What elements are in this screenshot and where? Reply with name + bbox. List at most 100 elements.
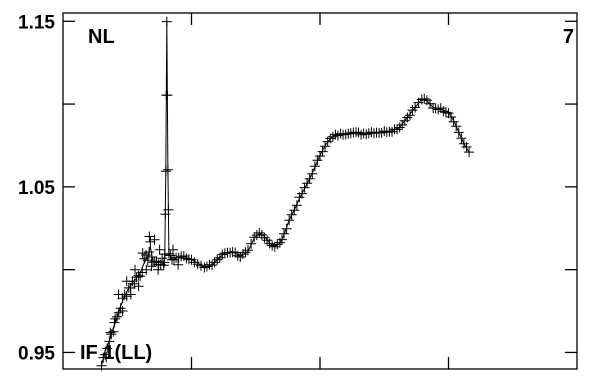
data-point bbox=[115, 303, 126, 314]
data-point bbox=[297, 188, 307, 199]
data-point bbox=[269, 241, 280, 252]
data-point bbox=[333, 130, 343, 141]
data-point bbox=[237, 249, 248, 260]
data-point bbox=[325, 133, 336, 144]
annotation-top-right: 7 bbox=[563, 26, 574, 48]
data-point bbox=[163, 248, 174, 259]
data-point bbox=[133, 281, 144, 292]
data-point bbox=[379, 126, 390, 137]
data-point bbox=[309, 161, 320, 172]
data-point bbox=[317, 146, 328, 157]
data-point bbox=[327, 131, 338, 142]
y-axis-ticks: 0.95 1.05 1.15 bbox=[18, 12, 577, 364]
data-point bbox=[254, 227, 265, 238]
data-point bbox=[402, 112, 413, 123]
data-point bbox=[121, 291, 132, 302]
data-point bbox=[387, 126, 397, 137]
data-point bbox=[130, 264, 140, 275]
data-point bbox=[112, 311, 122, 322]
data-point bbox=[307, 168, 318, 179]
data-point bbox=[105, 327, 116, 338]
data-point bbox=[129, 278, 140, 289]
data-point bbox=[162, 90, 173, 101]
data-point bbox=[145, 236, 156, 247]
data-point bbox=[464, 147, 475, 158]
data-point bbox=[106, 329, 117, 340]
data-point bbox=[291, 200, 302, 211]
data-point bbox=[141, 264, 152, 275]
data-point bbox=[246, 238, 257, 249]
data-point bbox=[407, 105, 418, 116]
data-point bbox=[101, 352, 112, 363]
data-point bbox=[158, 260, 169, 271]
data-point bbox=[100, 349, 111, 360]
data-point bbox=[299, 182, 310, 193]
data-point bbox=[361, 129, 372, 140]
data-point bbox=[209, 257, 220, 268]
data-point bbox=[235, 252, 246, 262]
series-path bbox=[101, 21, 470, 366]
data-point bbox=[249, 232, 260, 243]
data-point bbox=[448, 116, 459, 127]
data-point bbox=[438, 106, 449, 117]
data-point bbox=[419, 93, 430, 104]
data-point bbox=[159, 249, 170, 260]
data-point bbox=[154, 244, 165, 255]
data-point bbox=[284, 215, 295, 226]
data-point bbox=[217, 249, 228, 260]
data-point bbox=[440, 107, 451, 118]
data-point bbox=[243, 245, 253, 256]
data-point bbox=[149, 234, 160, 245]
data-point bbox=[173, 259, 184, 270]
data-point bbox=[279, 228, 289, 239]
x-axis-ticks bbox=[190, 13, 450, 369]
data-point bbox=[163, 204, 174, 215]
data-point bbox=[137, 267, 148, 278]
data-point bbox=[113, 289, 124, 300]
data-point bbox=[340, 129, 351, 140]
data-point bbox=[144, 247, 155, 257]
data-point bbox=[320, 141, 331, 152]
data-point bbox=[353, 127, 364, 138]
data-point bbox=[345, 128, 356, 139]
data-point bbox=[264, 238, 275, 249]
data-point bbox=[443, 108, 454, 119]
data-point bbox=[302, 178, 313, 189]
data-point bbox=[394, 122, 405, 133]
annotation-top-left: NL bbox=[88, 26, 115, 48]
data-point bbox=[207, 260, 218, 271]
data-point bbox=[272, 239, 283, 250]
data-point bbox=[259, 232, 270, 243]
data-point bbox=[199, 262, 210, 273]
data-point bbox=[137, 248, 148, 259]
data-point bbox=[281, 223, 292, 234]
data-point bbox=[144, 231, 155, 242]
data-point bbox=[433, 104, 444, 115]
data-point bbox=[456, 133, 467, 144]
y-tick-label: 1.05 bbox=[18, 178, 55, 199]
data-point bbox=[240, 247, 251, 258]
data-point bbox=[117, 306, 128, 316]
data-point bbox=[453, 127, 464, 138]
data-point bbox=[160, 166, 171, 177]
annotation-bottom-left: IF 1(LL) bbox=[80, 342, 152, 364]
data-point bbox=[146, 261, 157, 272]
data-point bbox=[109, 317, 120, 328]
data-point bbox=[178, 251, 189, 261]
data-point bbox=[461, 141, 472, 152]
data-point bbox=[232, 250, 243, 261]
data-point bbox=[169, 254, 179, 265]
data-point bbox=[392, 124, 403, 135]
data-point bbox=[446, 112, 457, 122]
y-tick-label: 0.95 bbox=[18, 343, 55, 364]
data-point bbox=[102, 343, 113, 354]
data-point bbox=[157, 253, 168, 264]
data-point bbox=[168, 244, 178, 255]
data-point bbox=[201, 261, 212, 272]
data-point bbox=[181, 253, 192, 264]
data-point bbox=[405, 110, 415, 121]
data-point bbox=[104, 336, 115, 347]
y-tick-label: 1.15 bbox=[18, 12, 55, 33]
data-point bbox=[416, 94, 427, 105]
